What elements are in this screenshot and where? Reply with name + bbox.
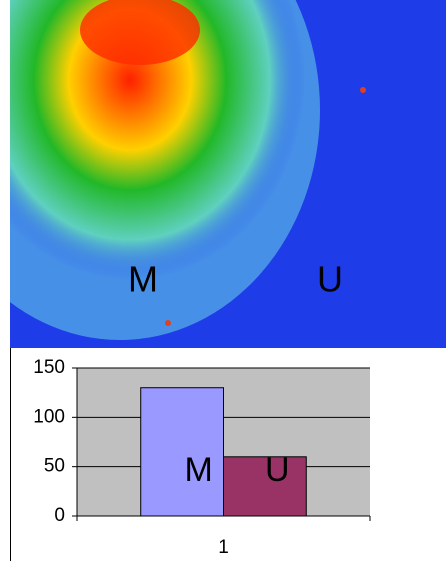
y-tick-label: 50: [44, 456, 65, 477]
y-tick-label: 100: [33, 406, 65, 427]
y-tick-label: 0: [54, 505, 65, 526]
x-tick-label: 1: [218, 537, 229, 558]
bar: [223, 456, 307, 517]
chart: 0 50 100 150 1 M U: [33, 357, 371, 558]
image-label: M: [128, 259, 158, 300]
legend-label: U: [265, 451, 290, 489]
y-tick-label: 150: [33, 357, 65, 378]
heatmap-image: [10, 0, 446, 348]
image-label: U: [317, 259, 343, 300]
legend-label: M: [185, 451, 213, 489]
frame: [10, 348, 11, 561]
bar: [140, 387, 224, 517]
